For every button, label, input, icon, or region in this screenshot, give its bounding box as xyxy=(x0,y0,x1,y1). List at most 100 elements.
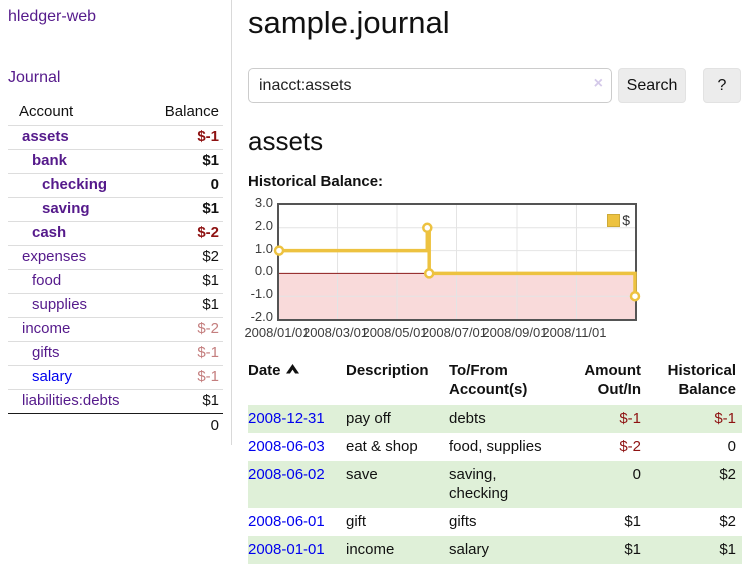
y-axis-tick-label: -1.0 xyxy=(250,286,273,302)
sidebar-account-row: income $-2 xyxy=(8,317,223,341)
transaction-date-link[interactable]: 2008-01-01 xyxy=(248,541,325,558)
account-balance: 0 xyxy=(210,176,219,193)
historical-balance-chart: $ 3.0 2.0 1.0 0.0 -1.0 -2.0 2008/01/01 2008/03/… xyxy=(244,195,742,340)
column-header-amount[interactable]: Amount Out/In xyxy=(569,359,649,405)
legend-label: $ xyxy=(622,212,630,228)
transaction-description: pay off xyxy=(346,410,391,427)
sidebar-account-row: liabilities:debts $1 xyxy=(8,389,223,413)
main-content: sample.journal × Search ? assets Histori… xyxy=(244,0,742,564)
chart-title: Historical Balance: xyxy=(248,173,384,190)
transaction-amount: $1 xyxy=(624,541,641,558)
register-header-row: Date Description To/From Account(s) Amou… xyxy=(248,359,742,405)
y-axis-tick-label: -2.0 xyxy=(250,309,273,324)
account-link-income[interactable]: income xyxy=(22,320,71,337)
x-axis-tick-label: 2008/01/01 xyxy=(244,325,310,340)
x-axis-tick-label: 2008/07/01 xyxy=(421,325,488,340)
balance-header-line1: Historical xyxy=(667,362,736,379)
account-link-checking[interactable]: checking xyxy=(42,176,108,193)
chart-canvas xyxy=(273,205,641,319)
x-axis-tick-label: 2008/03/01 xyxy=(302,325,369,340)
account-balance: $-1 xyxy=(197,128,219,145)
column-header-date[interactable]: Date xyxy=(248,359,346,405)
account-link-food[interactable]: food xyxy=(32,272,62,289)
accounts-header-account: Account xyxy=(19,103,74,120)
sidebar-account-row: bank $1 xyxy=(8,149,223,173)
account-heading: assets xyxy=(248,126,324,156)
transaction-balance: $1 xyxy=(719,541,736,558)
transaction-accounts: debts xyxy=(449,410,486,427)
date-header-label: Date xyxy=(248,362,281,379)
sidebar-item-journal[interactable]: Journal xyxy=(8,69,61,86)
transaction-date-link[interactable]: 2008-06-02 xyxy=(248,466,325,483)
transaction-amount: $1 xyxy=(624,513,641,530)
clear-search-icon[interactable]: × xyxy=(593,75,603,92)
transaction-balance: $2 xyxy=(719,466,736,483)
transaction-description: income xyxy=(346,541,395,558)
transaction-description: save xyxy=(346,466,378,483)
table-row: 2008-06-02 save saving, checking 0 $2 xyxy=(248,461,742,508)
column-header-balance[interactable]: Historical Balance xyxy=(649,359,742,405)
y-axis-tick-label: 2.0 xyxy=(254,217,273,233)
account-link-supplies[interactable]: supplies xyxy=(32,296,88,313)
table-row: 2008-06-01 gift gifts $1 $2 xyxy=(248,508,742,536)
sidebar-account-row: checking 0 xyxy=(8,173,223,197)
sidebar-account-row: expenses $2 xyxy=(8,245,223,269)
sidebar-account-row: gifts $-1 xyxy=(8,341,223,365)
x-axis-tick-label: 2008/11/01 xyxy=(542,325,607,340)
accounts-table: Account Balance assets $-1 bank $1 checking 0… xyxy=(8,100,223,437)
account-link-expenses[interactable]: expenses xyxy=(22,248,87,265)
account-balance: $1 xyxy=(202,296,219,313)
transaction-date-link[interactable]: 2008-06-03 xyxy=(248,438,325,455)
sidebar: hledger-web Journal Account Balance asse… xyxy=(0,0,232,445)
sidebar-account-row: salary $-1 xyxy=(8,365,223,389)
accounts-header-balance: Balance xyxy=(164,103,219,120)
amount-header-line2: Out/In xyxy=(597,381,641,398)
column-header-description[interactable]: Description xyxy=(346,362,429,379)
sidebar-account-row: saving $1 xyxy=(8,197,223,221)
account-link-liabilities-debts[interactable]: liabilities:debts xyxy=(22,392,120,409)
transaction-accounts: saving, checking xyxy=(449,466,509,502)
account-link-cash[interactable]: cash xyxy=(32,224,67,241)
accounts-header-line2: Account(s) xyxy=(449,381,528,398)
help-button[interactable]: ? xyxy=(703,68,741,103)
search-input[interactable] xyxy=(248,68,612,103)
account-balance: $2 xyxy=(202,248,219,265)
y-axis-tick-label: 1.0 xyxy=(254,240,273,256)
account-balance: $-1 xyxy=(197,368,219,385)
column-header-accounts[interactable]: To/From Account(s) xyxy=(449,359,569,405)
transaction-description: eat & shop xyxy=(346,438,418,455)
accounts-total-row: 0 xyxy=(8,413,223,437)
accounts-table-header: Account Balance xyxy=(8,100,223,125)
sidebar-account-row: cash $-2 xyxy=(8,221,223,245)
transaction-accounts: salary xyxy=(449,541,490,558)
register-table: Date Description To/From Account(s) Amou… xyxy=(248,359,742,564)
transaction-balance: $-1 xyxy=(714,410,736,427)
y-axis-tick-label: 3.0 xyxy=(254,195,273,210)
balance-header-line2: Balance xyxy=(678,381,736,398)
search-button[interactable]: Search xyxy=(618,68,686,103)
transaction-amount: $-1 xyxy=(619,410,641,427)
transaction-date-link[interactable]: 2008-06-01 xyxy=(248,513,325,530)
account-balance: $-1 xyxy=(197,344,219,361)
x-axis-tick-label: 2008/09/01 xyxy=(482,325,548,340)
account-balance: $1 xyxy=(202,392,219,409)
account-link-saving[interactable]: saving xyxy=(42,200,90,217)
chart-plot-area: $ xyxy=(273,203,641,321)
transaction-balance: 0 xyxy=(727,438,736,455)
transaction-description: gift xyxy=(346,513,367,530)
chart-legend: $ xyxy=(607,212,630,228)
transaction-date-link[interactable]: 2008-12-31 xyxy=(248,410,325,427)
legend-swatch xyxy=(607,213,621,227)
transaction-balance: $2 xyxy=(719,513,736,530)
table-row: 2008-12-31 pay off debts $-1 $-1 xyxy=(248,405,742,433)
account-link-bank[interactable]: bank xyxy=(32,152,68,169)
transaction-accounts: food, supplies xyxy=(449,438,542,455)
account-link-assets[interactable]: assets xyxy=(22,128,69,145)
account-balance: $1 xyxy=(202,272,219,289)
app-brand-link[interactable]: hledger-web xyxy=(8,8,97,25)
x-axis-tick-label: 2008/05/01 xyxy=(362,325,428,340)
account-link-salary[interactable]: salary xyxy=(32,368,73,385)
account-link-gifts[interactable]: gifts xyxy=(32,344,60,361)
table-row: 2008-06-03 eat & shop food, supplies $-2 0 xyxy=(248,433,742,461)
transaction-accounts: gifts xyxy=(449,513,477,530)
